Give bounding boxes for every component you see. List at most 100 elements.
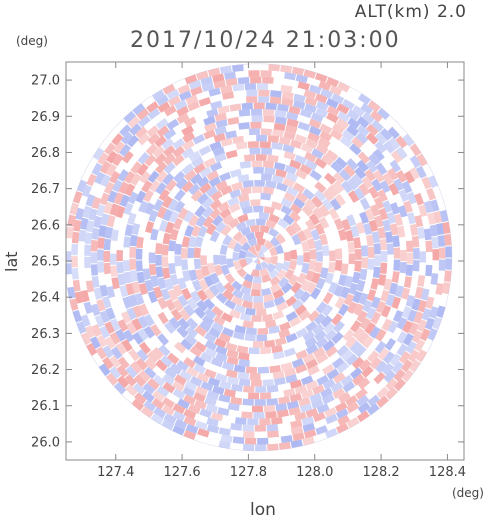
radar-cell (203, 115, 216, 126)
radar-cell (207, 262, 216, 275)
radar-cell (163, 153, 176, 166)
radar-cell (346, 416, 360, 429)
radar-cell (162, 232, 171, 245)
radar-cell (405, 294, 415, 308)
radar-cell (242, 320, 254, 329)
radar-cell (241, 279, 253, 289)
radar-cell (213, 315, 226, 326)
y-tick-label: 26.2 (31, 363, 60, 378)
radar-cell (424, 317, 435, 331)
radar-cell (172, 380, 185, 392)
radar-cell (229, 168, 242, 178)
radar-cell (182, 139, 195, 151)
radar-cell (263, 300, 276, 309)
radar-cell (389, 223, 399, 236)
radar-cell (167, 95, 181, 107)
radar-cell (276, 269, 287, 281)
radar-cell (148, 209, 159, 223)
radar-cell (297, 81, 311, 91)
radar-cell (72, 191, 83, 204)
radar-cell (231, 64, 244, 73)
radar-cell (438, 259, 446, 271)
radar-cell (220, 224, 232, 237)
radar-cell (290, 281, 302, 294)
radar-cell (284, 72, 297, 81)
radar-cell (283, 151, 296, 161)
y-tick-label: 27.0 (31, 74, 60, 89)
radar-cell (210, 412, 224, 422)
radar-cell (152, 89, 165, 101)
radar-cell (117, 356, 130, 370)
radar-cell (298, 397, 311, 407)
radar-cell (305, 358, 319, 370)
y-tick-label: 26.8 (31, 146, 60, 161)
radar-cell (312, 207, 324, 220)
radar-cell (191, 279, 202, 292)
radar-cell (198, 279, 209, 291)
radar-cell (103, 238, 112, 251)
radar-cell (427, 212, 436, 225)
radar-cell (141, 180, 153, 193)
radar-cell (352, 290, 363, 304)
radar-cell (105, 307, 116, 320)
radar-cell (293, 93, 306, 103)
radar-cell (328, 281, 338, 294)
radar-cell (251, 186, 263, 194)
radar-cell (111, 277, 120, 290)
radar-cell (117, 319, 129, 332)
radar-cell (313, 313, 326, 326)
radar-cell (252, 295, 264, 303)
radar-cell (335, 156, 348, 169)
radar-cell (231, 181, 243, 191)
radar-cell (84, 232, 93, 245)
radar-cell (329, 129, 343, 141)
radar-cell (75, 207, 85, 221)
radar-cell (129, 246, 137, 258)
radar-cell (275, 244, 284, 255)
radar-cell (210, 357, 224, 368)
radar-cell (177, 277, 187, 290)
radar-cell (204, 340, 218, 351)
radar-cell (391, 296, 401, 310)
radar-cell (200, 381, 214, 392)
radar-cell (322, 393, 335, 405)
radar-cell (79, 217, 89, 230)
radar-cell (168, 210, 180, 224)
radar-cell (206, 417, 219, 427)
radar-cell (135, 358, 148, 371)
radar-cell (226, 376, 239, 385)
radar-cell (130, 361, 143, 374)
radar-cell (377, 107, 390, 121)
radar-cell (274, 377, 286, 386)
radar-cell (288, 105, 301, 115)
radar-cell (284, 164, 298, 175)
radar-cell (183, 415, 197, 427)
radar-cell (260, 261, 269, 270)
radar-cell (94, 314, 105, 328)
radar-cell (116, 365, 129, 378)
radar-cell (331, 357, 345, 369)
radar-cell (193, 247, 202, 258)
radar-cell (401, 306, 412, 319)
radar-cell (406, 212, 416, 225)
radar-cell (305, 270, 315, 282)
radar-cell (115, 342, 128, 355)
radar-cell (156, 206, 168, 219)
radar-cell (96, 334, 108, 348)
radar-cell (231, 383, 243, 392)
radar-cell (138, 341, 151, 355)
radar-cell (247, 245, 257, 254)
radar-cell (80, 332, 92, 346)
radar-cell (252, 205, 264, 213)
radar-cell (138, 370, 151, 383)
radar-cell (265, 102, 277, 111)
radar-cell (99, 310, 110, 323)
radar-cell (344, 275, 354, 288)
radar-cell (212, 385, 225, 395)
radar-cell (261, 287, 272, 296)
radar-cell (379, 180, 391, 193)
radar-cell (356, 310, 368, 323)
radar-cell (337, 111, 351, 123)
radar-cell (340, 349, 354, 362)
radar-cell (251, 160, 263, 168)
